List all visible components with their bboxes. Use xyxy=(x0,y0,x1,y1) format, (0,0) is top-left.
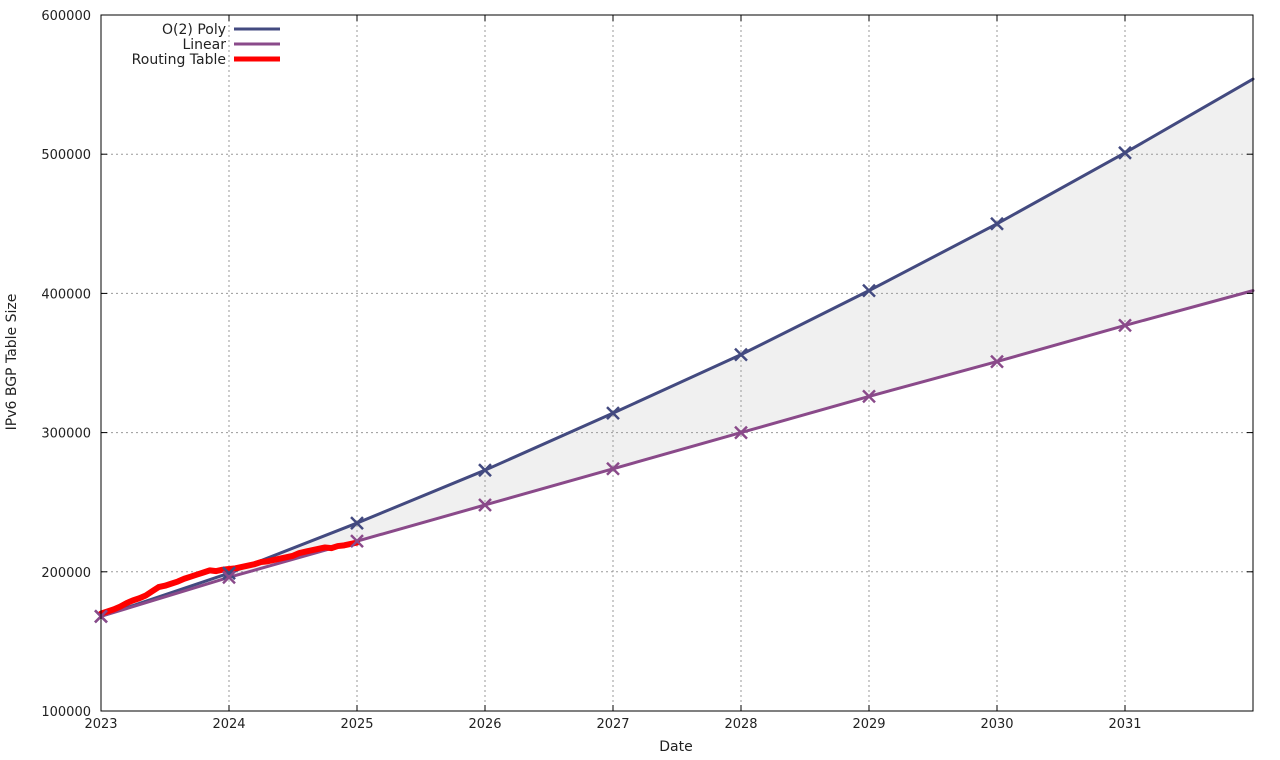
axis-ticks xyxy=(100,14,1253,712)
x-tick-label: 2024 xyxy=(212,717,245,732)
legend-label: Routing Table xyxy=(132,52,226,68)
data-point-marker xyxy=(606,461,620,476)
x-tick-label: 2031 xyxy=(1108,717,1141,732)
y-tick-label: 300000 xyxy=(41,427,91,442)
data-point-marker xyxy=(478,463,492,478)
data-point-marker xyxy=(222,566,236,581)
series-markers xyxy=(94,145,1132,624)
y-tick-label: 100000 xyxy=(41,705,91,720)
y-tick-label: 600000 xyxy=(41,9,91,24)
series-line-linear xyxy=(99,289,1255,618)
x-tick-label: 2023 xyxy=(84,717,117,732)
series-lines xyxy=(98,77,1255,618)
data-point-marker xyxy=(222,570,236,585)
data-point-marker xyxy=(1118,145,1132,160)
y-tick-label: 500000 xyxy=(41,148,91,163)
y-tick-label: 400000 xyxy=(41,287,91,302)
x-tick-label: 2029 xyxy=(852,717,885,732)
y-tick-labels: 100000 200000 300000 400000 500000 600000 xyxy=(41,9,91,720)
shaded-region xyxy=(101,79,1253,617)
series-line-o-2-poly xyxy=(99,77,1255,618)
shaded-area xyxy=(101,79,1253,617)
data-point-marker xyxy=(990,216,1004,231)
data-point-marker xyxy=(862,389,876,404)
series-line-routing-table xyxy=(98,539,360,617)
x-tick-label: 2025 xyxy=(340,717,373,732)
plot-frame xyxy=(100,14,1254,712)
y-tick-label: 200000 xyxy=(41,566,91,581)
data-point-marker xyxy=(990,354,1004,369)
data-point-marker xyxy=(350,534,364,549)
data-point-marker xyxy=(734,425,748,440)
data-point-marker xyxy=(478,498,492,512)
x-tick-label: 2028 xyxy=(724,717,757,732)
x-tick-label: 2030 xyxy=(980,717,1013,732)
x-tick-labels: 2023 2024 2025 2026 2027 2028 2029 2030 2031 xyxy=(84,717,1141,732)
legend-label: O(2) Poly xyxy=(162,22,226,38)
grid xyxy=(101,15,1253,711)
legend-label: Linear xyxy=(182,37,226,53)
x-axis-title: Date xyxy=(659,739,692,755)
data-point-marker xyxy=(862,283,876,298)
data-point-marker xyxy=(350,516,364,530)
y-axis-title: IPv6 BGP Table Size xyxy=(4,294,20,431)
x-tick-label: 2026 xyxy=(468,717,501,732)
data-point-marker xyxy=(606,406,620,420)
data-point-marker xyxy=(1118,318,1132,333)
x-tick-label: 2027 xyxy=(596,717,629,732)
data-point-marker xyxy=(734,347,748,362)
